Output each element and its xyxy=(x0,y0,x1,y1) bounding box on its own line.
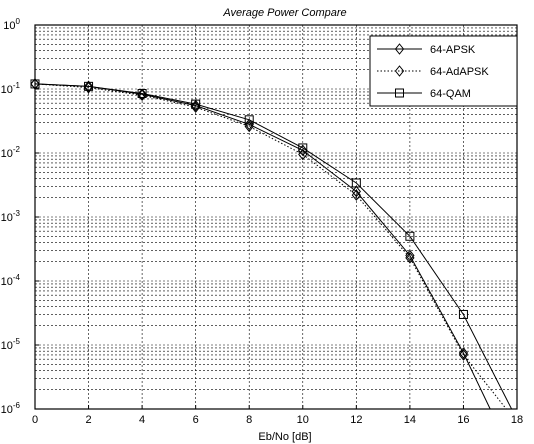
data-point xyxy=(191,101,201,113)
data-point xyxy=(191,99,201,109)
x-tick-label: 4 xyxy=(139,414,145,426)
y-tick-label: 10-6 xyxy=(1,401,21,416)
data-point xyxy=(351,178,361,188)
data-point xyxy=(351,185,361,198)
grid xyxy=(34,25,518,410)
data-point xyxy=(244,120,254,133)
y-tick-label: 10-4 xyxy=(1,273,21,288)
x-tick-label: 10 xyxy=(297,414,309,426)
y-tick-label: 10-3 xyxy=(1,209,21,224)
x-tick-label: 8 xyxy=(246,414,252,426)
data-point xyxy=(137,89,147,99)
data-point xyxy=(298,143,308,153)
x-tick-label: 0 xyxy=(32,414,38,426)
data-point xyxy=(84,81,94,91)
data-point xyxy=(244,115,254,125)
data-point xyxy=(83,80,94,93)
data-point xyxy=(405,252,415,264)
series-line xyxy=(34,83,513,410)
x-tick-label: 18 xyxy=(511,414,523,426)
series-2 xyxy=(30,79,513,410)
series-line xyxy=(34,83,491,410)
y-tick-label: 100 xyxy=(3,17,20,32)
data-point xyxy=(458,349,469,361)
data-point xyxy=(137,88,147,100)
y-tick-label: 10-1 xyxy=(1,81,21,96)
legend-marker xyxy=(394,65,405,77)
legend-label: 64-AdAPSK xyxy=(430,66,489,78)
x-tick-label: 12 xyxy=(350,414,362,426)
x-tick-label: 2 xyxy=(85,414,91,426)
x-axis-label: Eb/No [dB] xyxy=(258,431,311,443)
series-line xyxy=(34,83,507,410)
legend-marker xyxy=(394,43,405,55)
data-point xyxy=(244,118,254,131)
axis-ticks: 0 2 4 6 8 10 12 14 16 18 100 10-1 10-2 10-3 10-4 10-5 10… xyxy=(1,17,524,426)
chart-title: Average Power Compare xyxy=(222,7,346,19)
data-point xyxy=(405,231,415,241)
y-tick-label: 10-2 xyxy=(1,145,21,160)
x-tick-label: 14 xyxy=(404,414,416,426)
data-point xyxy=(458,347,469,359)
x-tick-label: 16 xyxy=(457,414,469,426)
legend: 64-APSK 64-AdAPSK 64-QAM xyxy=(369,35,518,107)
y-tick-label: 10-5 xyxy=(1,337,21,352)
x-tick-label: 6 xyxy=(193,414,199,426)
data-point xyxy=(458,309,468,319)
legend-label: 64-QAM xyxy=(430,88,471,100)
data-point xyxy=(405,249,415,262)
legend-marker xyxy=(395,88,404,98)
data-point xyxy=(351,189,361,201)
data-point xyxy=(298,144,308,157)
series-group xyxy=(30,78,513,410)
legend-label: 64-APSK xyxy=(430,44,476,56)
data-point xyxy=(298,148,308,161)
